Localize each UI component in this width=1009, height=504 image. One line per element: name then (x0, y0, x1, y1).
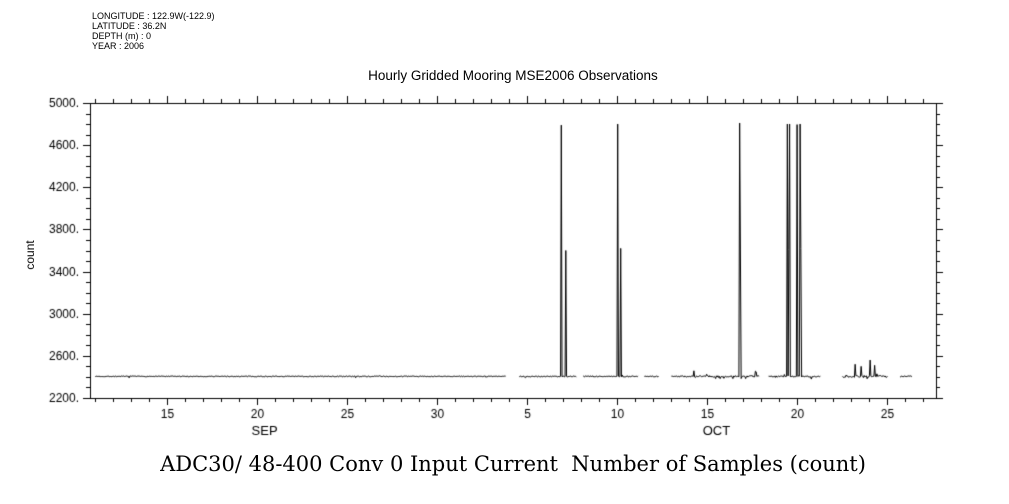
chart-title: Hourly Gridded Mooring MSE2006 Observati… (368, 68, 658, 83)
metadata-block: LONGITUDE : 122.9W(-122.9) LATITUDE : 36… (92, 11, 215, 51)
meta-latitude: LATITUDE : 36.2N (92, 21, 167, 31)
meta-depth: DEPTH (m) : 0 (92, 31, 152, 41)
meta-longitude: LONGITUDE : 122.9W(-122.9) (92, 11, 215, 21)
meta-year: YEAR : 2006 (92, 41, 145, 51)
y-axis-label: count (23, 240, 37, 270)
figure-caption: ADC30/ 48-400 Conv 0 Input Current Numbe… (160, 452, 866, 476)
